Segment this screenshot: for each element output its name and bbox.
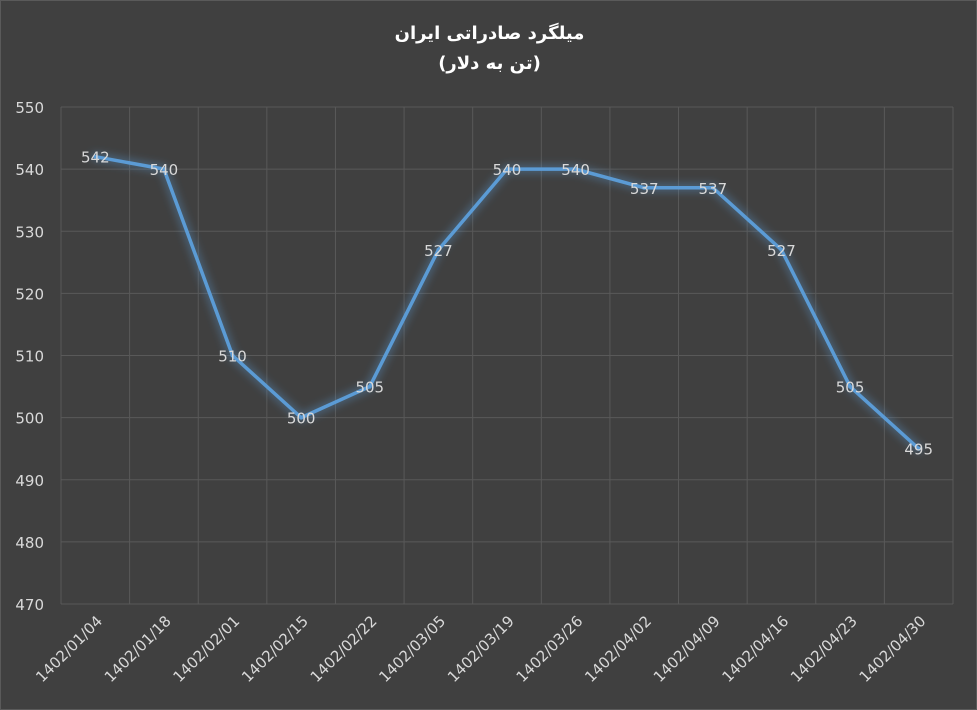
data-label: 510 [218, 348, 247, 366]
data-label: 500 [287, 410, 316, 428]
x-tick-label: 1402/04/30 [856, 612, 930, 686]
data-point [916, 446, 921, 451]
data-point [230, 353, 235, 358]
series-line [93, 154, 921, 451]
x-tick-label: 1402/04/16 [718, 612, 792, 686]
data-point [161, 167, 166, 172]
x-tick-label: 1402/04/09 [650, 612, 724, 686]
data-label: 540 [493, 161, 522, 179]
data-point [93, 154, 98, 159]
data-label: 540 [150, 161, 179, 179]
data-point [848, 384, 853, 389]
chart-subtitle: (تن به دلار) [438, 53, 541, 74]
data-point [642, 185, 647, 190]
x-tick-label: 1402/04/23 [787, 612, 861, 686]
data-label: 537 [630, 180, 659, 198]
data-label: 540 [561, 161, 590, 179]
x-tick-label: 1402/03/05 [375, 612, 449, 686]
y-tick-label: 540 [15, 161, 44, 179]
x-tick-label: 1402/03/26 [513, 612, 587, 686]
grid-layer [60, 106, 954, 605]
y-tick-label: 470 [15, 596, 44, 614]
data-point [573, 167, 578, 172]
data-label: 537 [699, 180, 728, 198]
data-point [436, 247, 441, 252]
y-tick-label: 510 [15, 348, 44, 366]
x-tick-label: 1402/02/01 [169, 612, 243, 686]
data-label: 495 [904, 441, 933, 459]
data-label: 505 [836, 379, 865, 397]
data-point [710, 185, 715, 190]
data-label: 527 [767, 242, 796, 260]
chart-title: میلگرد صادراتی ایران [394, 23, 585, 44]
data-label: 542 [81, 149, 110, 167]
y-tick-label: 500 [15, 410, 44, 428]
data-label-layer: 542 540 510 500 505 527 540 540 537 537 527 505 495 [81, 149, 933, 459]
data-point [367, 384, 372, 389]
x-tick-label: 1402/02/15 [238, 612, 312, 686]
x-tick-label: 1402/04/02 [581, 612, 655, 686]
y-tick-label: 550 [15, 99, 44, 117]
y-tick-label: 480 [15, 534, 44, 552]
data-point [505, 167, 509, 172]
data-label: 505 [355, 379, 384, 397]
y-tick-label: 490 [15, 472, 44, 490]
x-tick-label: 1402/02/22 [307, 612, 381, 686]
y-tick-label: 530 [15, 223, 44, 241]
data-point [299, 415, 304, 420]
data-point [779, 247, 784, 252]
x-tick-label: 1402/01/18 [101, 612, 175, 686]
data-label: 527 [424, 242, 453, 260]
chart-title-block: میلگرد صادراتی ایران (تن به دلار) [1, 19, 977, 79]
series-line-glow [90, 152, 924, 454]
x-tick-label: 1402/03/19 [444, 612, 518, 686]
x-tick-label: 1402/01/04 [32, 612, 106, 686]
series-layer [90, 152, 924, 454]
y-tick-label: 520 [15, 285, 44, 303]
